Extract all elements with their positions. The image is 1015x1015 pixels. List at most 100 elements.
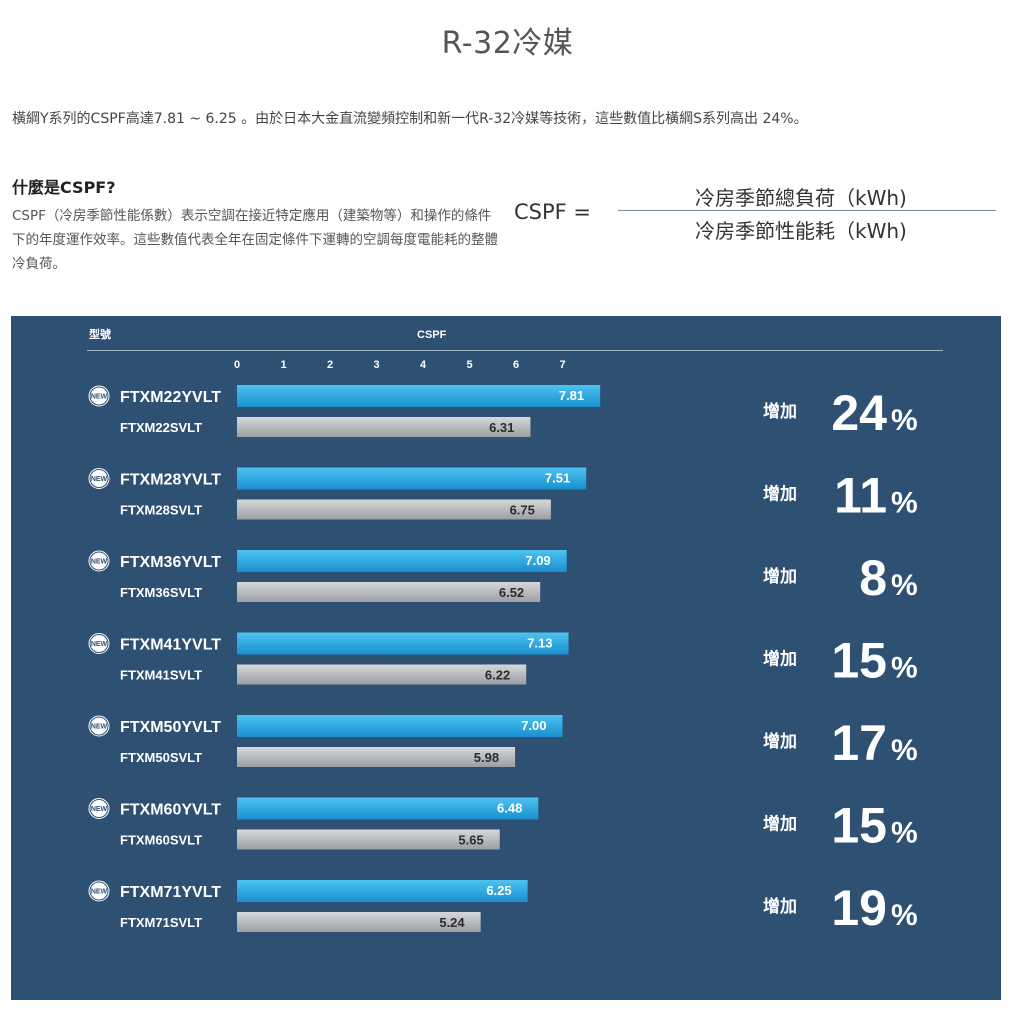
tick-label: 7 — [559, 359, 565, 371]
increase-value: 17 — [831, 715, 887, 771]
model-group: NEW FTXM22YVLT 7.81 FTXM22SVLT 6.31 增加 24% — [87, 384, 918, 441]
value-label-s: 6.52 — [499, 585, 524, 600]
value-label-s: 5.24 — [439, 915, 465, 930]
increase-percent-sign: % — [891, 652, 918, 685]
new-badge-text: NEW — [91, 476, 108, 483]
value-label-s: 5.98 — [474, 750, 499, 765]
value-label-y: 7.51 — [545, 471, 570, 486]
new-badge — [87, 384, 111, 408]
increase-value: 15 — [831, 798, 887, 854]
tick-label: 6 — [513, 359, 519, 371]
tick-label: 2 — [327, 359, 333, 371]
new-badge-ring — [89, 634, 109, 653]
new-badge-ring — [89, 551, 109, 571]
new-badge-ring — [89, 469, 109, 488]
value-label-y: 7.13 — [527, 636, 552, 651]
value-label-y: 6.25 — [486, 883, 511, 898]
formula-numerator: 冷房季節總負荷（kWh) — [695, 186, 907, 210]
new-badge-ring — [89, 881, 109, 901]
value-label-y: 7.09 — [525, 553, 550, 568]
increase-label: 增加 — [763, 566, 797, 586]
model-name-s: FTXM28SVLT — [120, 503, 202, 518]
increase-value: 19 — [831, 880, 887, 936]
bar-s — [237, 829, 500, 850]
cspf-chart: 型號 CSPF 0 1 2 3 4 5 6 7 NEW FTXM22YVLT 7.81 FTXM22… — [87, 327, 943, 936]
intro-text: 橫綱Y系列的CSPF高達7.81 ~ 6.25 。由於日本大金直流變頻控制和新一… — [12, 111, 808, 127]
cspf-chart-panel: 型號 CSPF 0 1 2 3 4 5 6 7 NEW FTXM22YVLT 7.81 FTXM22… — [11, 316, 1001, 1000]
new-badge — [87, 797, 111, 820]
new-badge-ring — [89, 799, 109, 818]
increase-percent-sign: % — [891, 899, 918, 932]
increase-label: 增加 — [763, 484, 797, 504]
model-name-y: FTXM60YVLT — [120, 802, 221, 819]
increase-percent-sign: % — [891, 817, 918, 850]
increase-percent-sign: % — [891, 487, 918, 520]
model-group: NEW FTXM71YVLT 6.25 FTXM71SVLT 5.24 增加 19% — [87, 879, 918, 936]
bar-y — [237, 797, 539, 820]
increase-label: 增加 — [763, 896, 797, 916]
model-name-s: FTXM41SVLT — [120, 668, 202, 683]
cspf-description: CSPF（冷房季節性能係數）表示空調在接近特定應用（建築物等）和操作的條件下的年… — [12, 208, 498, 272]
bar-s — [237, 417, 531, 437]
new-badge — [87, 467, 111, 490]
new-badge-text: NEW — [91, 724, 108, 731]
model-name-y: FTXM22YVLT — [120, 389, 221, 406]
tick-label: 1 — [280, 359, 286, 371]
new-badge-text: NEW — [91, 559, 108, 566]
model-name-y: FTXM41YVLT — [120, 637, 221, 654]
new-badge — [87, 879, 111, 903]
header-divider — [87, 350, 943, 351]
new-badge — [87, 632, 111, 655]
increase-value: 8 — [859, 550, 887, 606]
value-label-s: 6.31 — [489, 420, 514, 435]
increase-label: 增加 — [763, 731, 797, 751]
bar-y — [237, 880, 528, 902]
tick-label: 3 — [373, 359, 379, 371]
model-name-y: FTXM36YVLT — [120, 554, 221, 571]
formula-lhs: CSPF = — [514, 200, 592, 224]
increase-value: 15 — [831, 633, 887, 689]
bar-s — [237, 499, 551, 520]
bar-y — [237, 632, 569, 655]
increase-percent-sign: % — [891, 734, 918, 767]
model-name-s: FTXM22SVLT — [120, 420, 202, 435]
value-label-y: 6.48 — [497, 801, 522, 816]
value-label-y: 7.81 — [559, 388, 584, 403]
new-badge — [87, 714, 111, 738]
bar-s — [237, 747, 516, 767]
new-badge-text: NEW — [91, 889, 108, 896]
formula-denominator: 冷房季節性能耗（kWh) — [695, 219, 907, 243]
bar-y — [237, 467, 587, 490]
formula-fraction-line — [618, 210, 996, 211]
increase-percent-sign: % — [891, 404, 918, 437]
model-group: NEW FTXM50YVLT 7.00 FTXM50SVLT 5.98 增加 17% — [87, 714, 918, 771]
bar-y — [237, 550, 567, 572]
value-label-s: 6.75 — [510, 503, 535, 518]
new-badge-ring — [89, 386, 109, 406]
model-group: NEW FTXM41YVLT 7.13 FTXM41SVLT 6.22 增加 15% — [87, 632, 918, 689]
bar-s — [237, 582, 541, 602]
new-badge-ring — [89, 716, 109, 736]
model-name-y: FTXM50YVLT — [120, 719, 221, 736]
new-badge-text: NEW — [91, 394, 108, 401]
model-group: NEW FTXM28YVLT 7.51 FTXM28SVLT 6.75 增加 11% — [87, 467, 918, 524]
value-label-y: 7.00 — [521, 718, 546, 733]
model-group: NEW FTXM60YVLT 6.48 FTXM60SVLT 5.65 增加 15% — [87, 797, 918, 854]
increase-value: 11 — [834, 468, 887, 524]
model-group: NEW FTXM36YVLT 7.09 FTXM36SVLT 6.52 增加 8% — [87, 549, 918, 606]
increase-percent-sign: % — [891, 569, 918, 602]
header-model: 型號 — [89, 327, 111, 341]
increase-label: 增加 — [763, 814, 797, 834]
bar-y — [237, 385, 601, 407]
value-label-s: 6.22 — [485, 668, 510, 683]
header-cspf: CSPF — [417, 329, 447, 341]
cspf-heading: 什麼是CSPF? — [12, 178, 116, 197]
model-name-s: FTXM71SVLT — [120, 915, 202, 930]
bar-y — [237, 715, 563, 737]
model-name-s: FTXM36SVLT — [120, 585, 202, 600]
new-badge-text: NEW — [91, 641, 108, 648]
tick-label: 0 — [234, 359, 240, 371]
bar-s — [237, 912, 481, 932]
value-label-s: 5.65 — [458, 833, 483, 848]
tick-label: 4 — [420, 359, 427, 371]
